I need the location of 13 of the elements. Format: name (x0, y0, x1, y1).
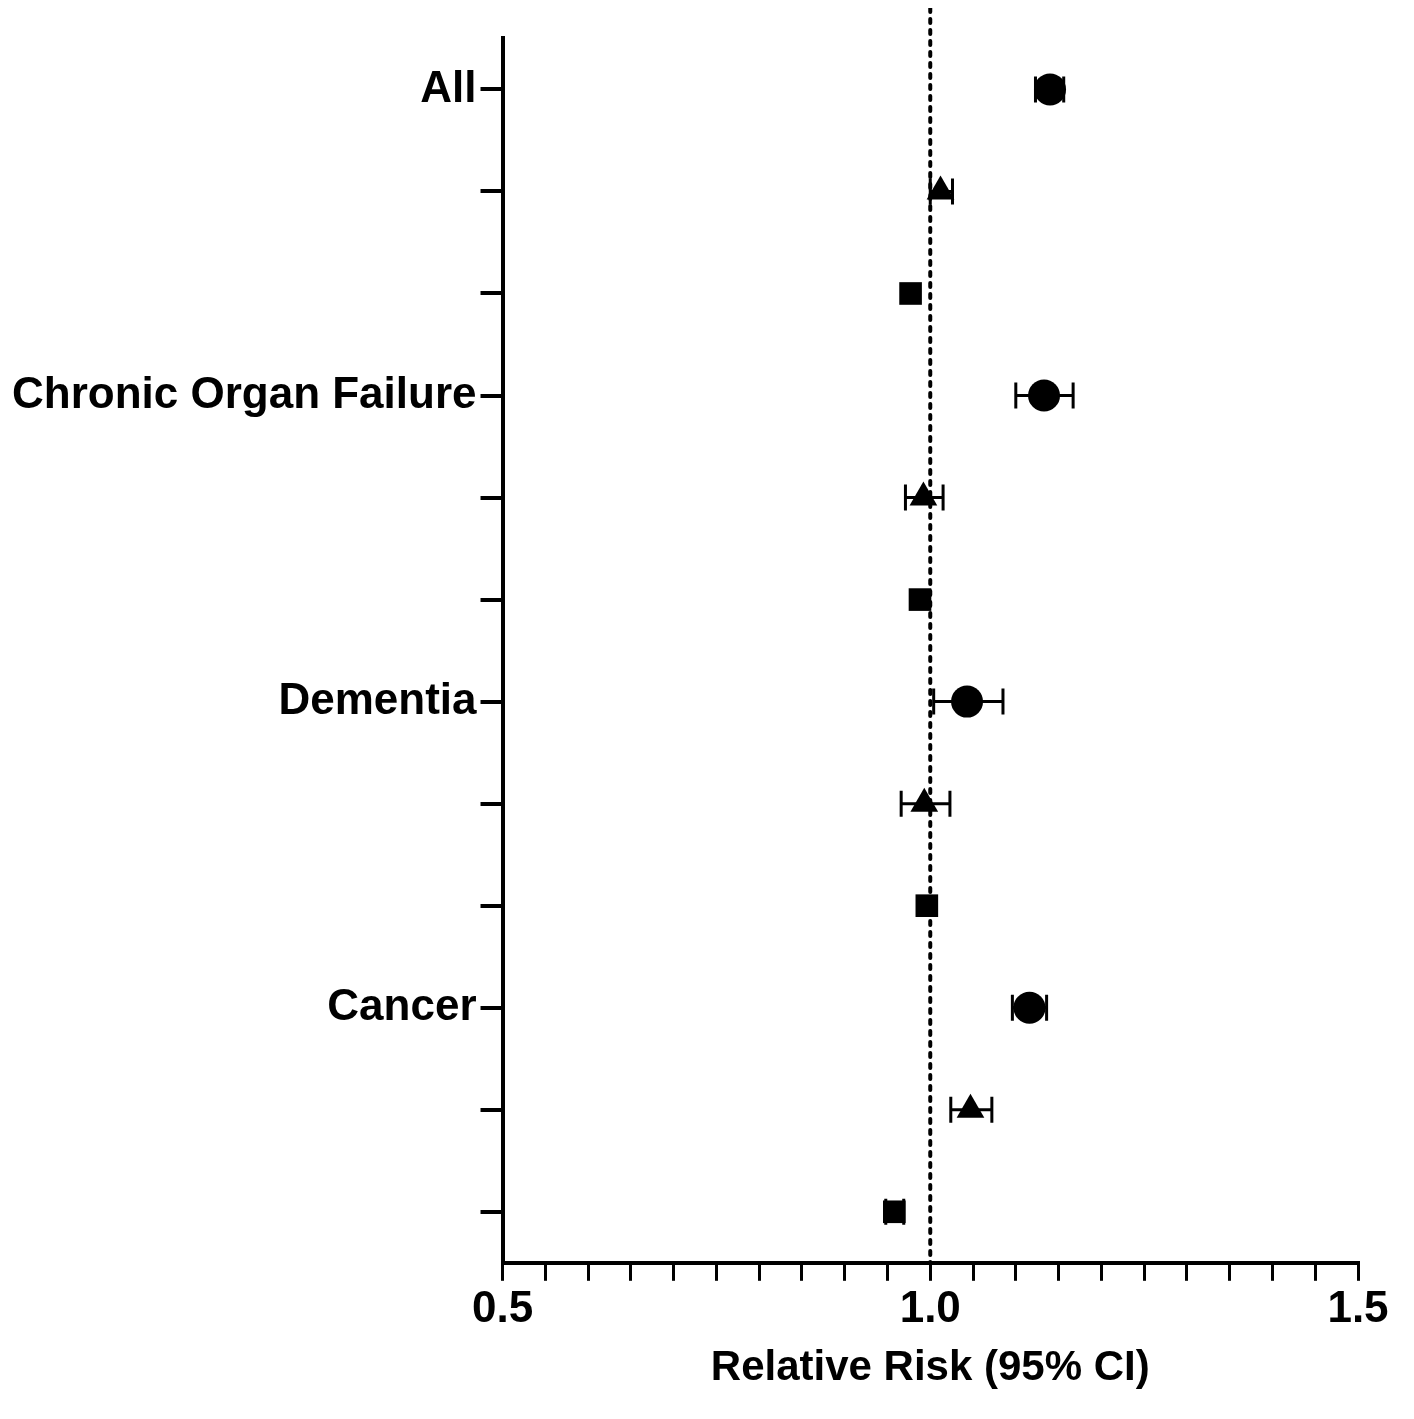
point (915, 894, 939, 917)
y-tick-label: Dementia (278, 673, 478, 723)
y-tick-label: All (420, 61, 477, 111)
point (899, 282, 922, 305)
x-axis-title: Relative Risk (95% CI) (710, 1342, 1150, 1390)
x-tick-label: 1.5 (1327, 1282, 1389, 1332)
point (951, 685, 984, 718)
point (1028, 379, 1061, 412)
point (908, 588, 932, 611)
x-tick-label: 1.0 (899, 1282, 961, 1332)
y-tick-label: Chronic Organ Failure (12, 367, 477, 417)
y-tick-label: Cancer (327, 979, 477, 1029)
x-tick-label: 0.5 (471, 1282, 534, 1332)
